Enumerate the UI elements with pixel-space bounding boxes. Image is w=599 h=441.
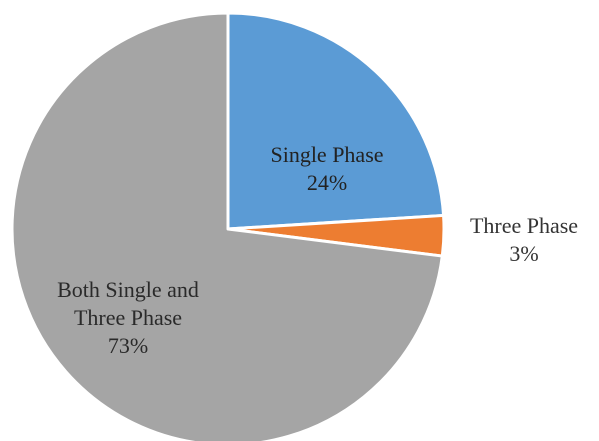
data-label-single-phase: Single Phase 24% xyxy=(270,142,383,195)
data-label-name-line: Both Single and xyxy=(57,277,199,302)
data-label-both-single-and-three-phase: Both Single and Three Phase 73% xyxy=(57,277,199,358)
data-label-percent: 73% xyxy=(108,333,148,358)
pie-slice-both-single-and-three-phase xyxy=(10,11,444,441)
data-label-three-phase: Three Phase 3% xyxy=(470,213,578,266)
pie-slices xyxy=(10,11,446,441)
pie-labels: Single Phase 24% Three Phase 3% Both Single … xyxy=(57,142,578,358)
pie-slice-single-phase xyxy=(226,11,446,231)
data-label-name-line: Three Phase xyxy=(74,305,182,330)
data-label-percent: 24% xyxy=(307,170,347,195)
data-label-name-line: Single Phase xyxy=(270,142,383,167)
data-label-percent: 3% xyxy=(509,241,538,266)
data-label-name-line: Three Phase xyxy=(470,213,578,238)
